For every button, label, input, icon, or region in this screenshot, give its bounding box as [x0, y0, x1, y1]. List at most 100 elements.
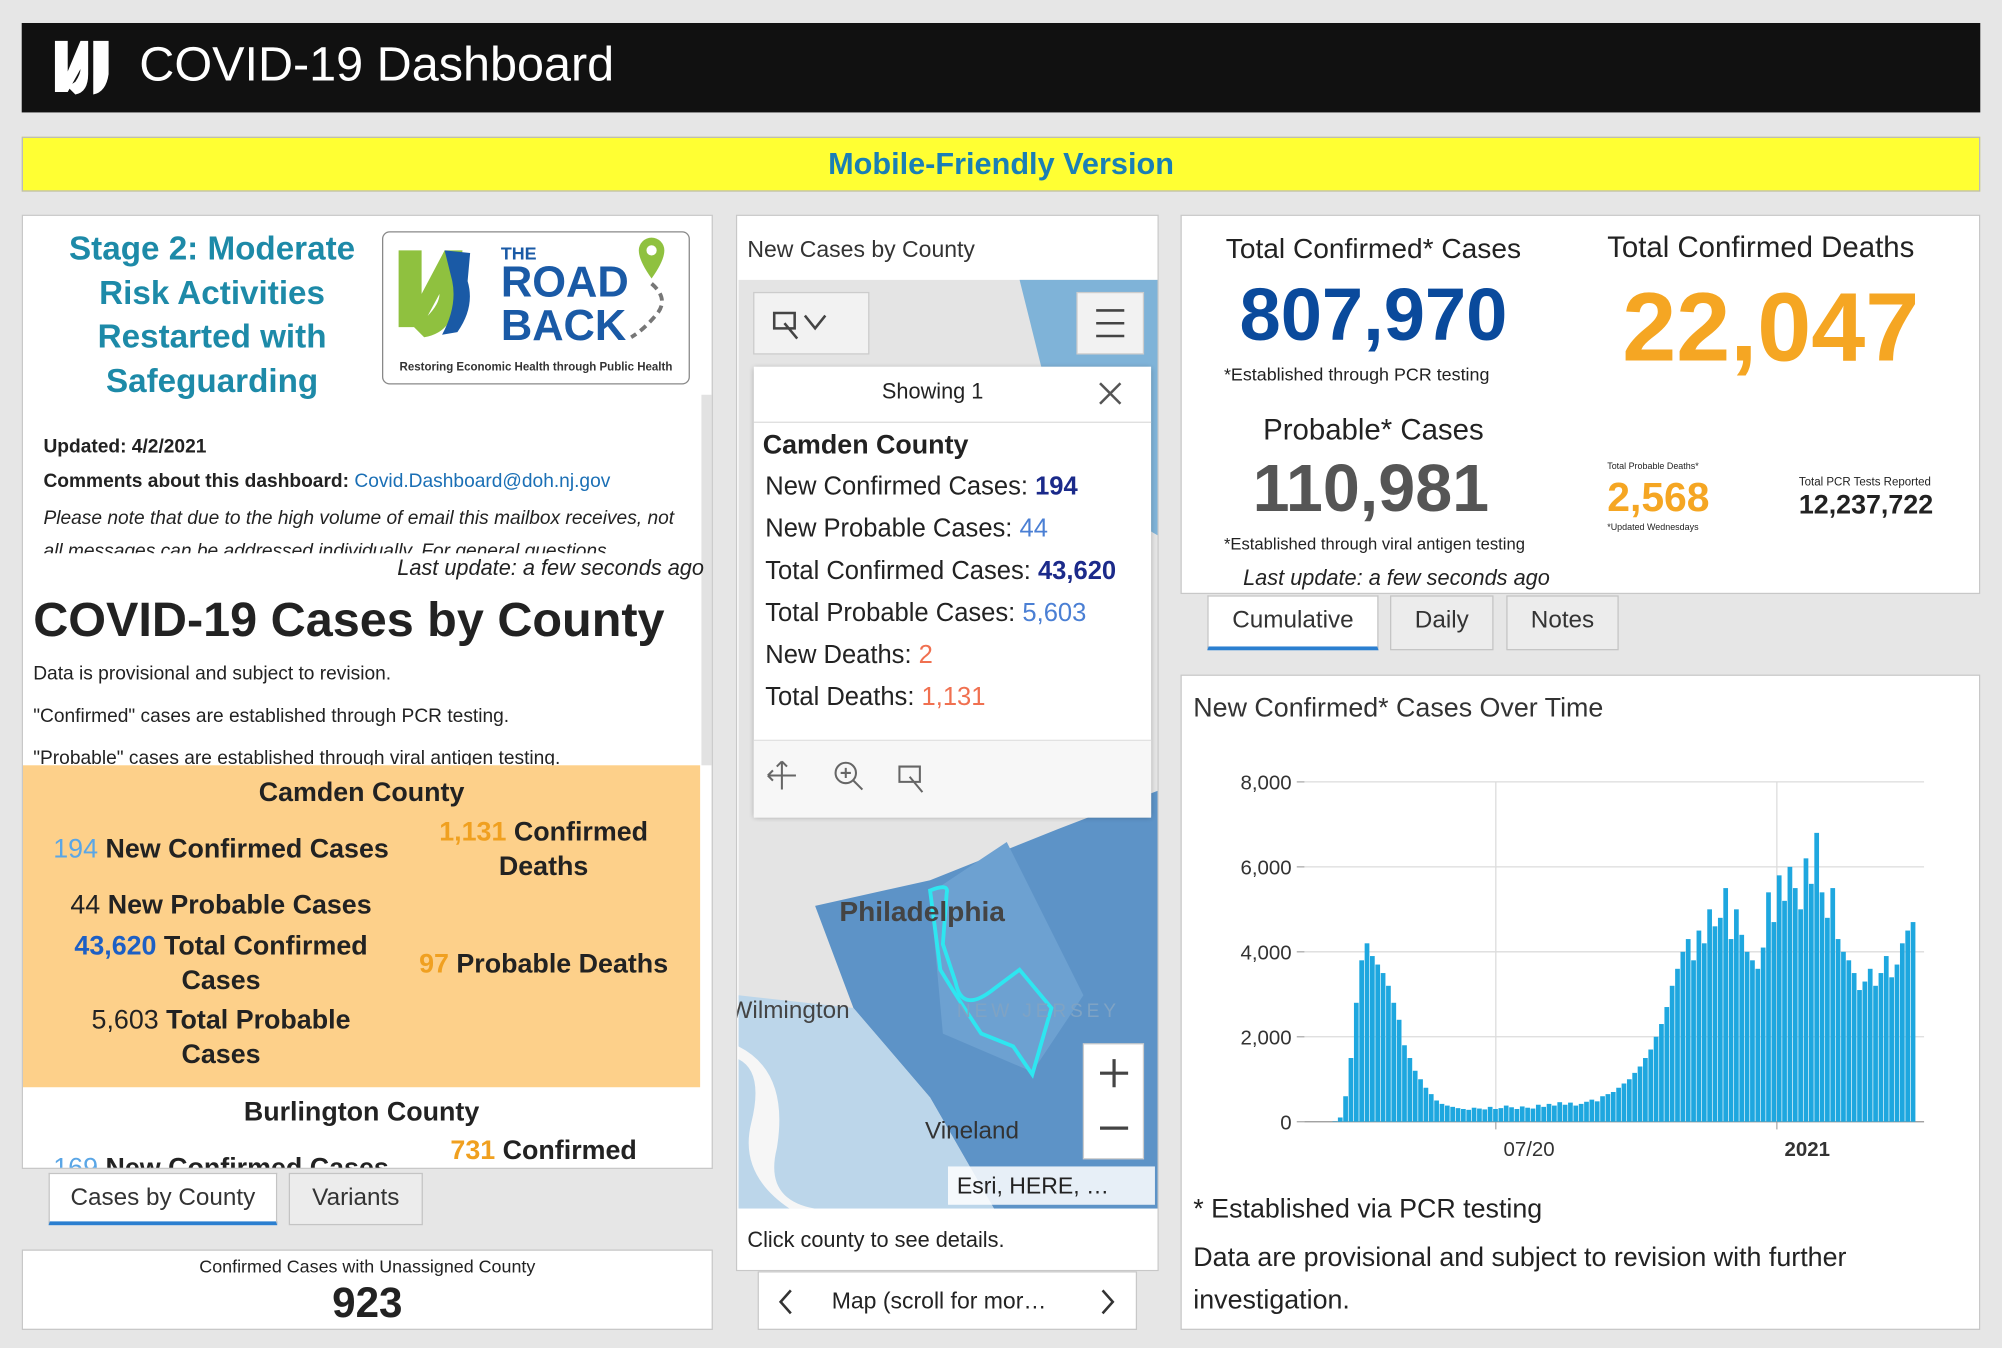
note-line: Data is provisional and subject to revis…	[33, 663, 392, 685]
popup-showing: Showing 1	[881, 379, 984, 404]
probable-note: *Established through viral antigen testi…	[1223, 534, 1525, 554]
bar	[1535, 1104, 1541, 1122]
tab[interactable]: Cumulative	[1207, 595, 1379, 651]
bar	[1771, 922, 1777, 1122]
stat-label: New Confirmed Cases	[105, 1153, 389, 1170]
bar	[1616, 1087, 1621, 1122]
stat: 5,603 Total Probable Cases	[61, 1003, 380, 1072]
last-update: Last update: a few seconds ago	[1243, 565, 1550, 591]
bar	[1776, 875, 1782, 1122]
nav-next[interactable]	[1099, 1288, 1117, 1316]
county-card: Burlington County 169 New Confirmed Case…	[23, 1087, 700, 1170]
place-label: Wilmington	[735, 997, 850, 1025]
bar	[1552, 1105, 1557, 1122]
bar	[1584, 1101, 1589, 1122]
footnote: Data are provisional and subject to revi…	[1193, 1243, 1847, 1315]
stat-value: 44	[70, 890, 101, 920]
tab[interactable]: Cases by County	[48, 1172, 278, 1226]
row-label: Total Confirmed Cases:	[765, 557, 1031, 586]
logo-pin	[630, 237, 665, 339]
stat-value: 169	[53, 1153, 99, 1170]
bar	[1766, 892, 1771, 1122]
totals-panel: Total Confirmed* Cases 807,970 *Establis…	[1180, 214, 1981, 595]
confirmed-note: *Established through PCR testing	[1223, 364, 1490, 385]
bar	[1696, 930, 1702, 1122]
row-value: 1,131	[921, 683, 986, 712]
place-label: NEW JERSEY	[956, 1000, 1120, 1023]
popup-toolbar	[753, 739, 1152, 818]
bar	[1675, 968, 1680, 1122]
popup-tools[interactable]	[767, 759, 946, 795]
bar	[1750, 960, 1755, 1122]
bar	[1717, 917, 1723, 1122]
popup-row: New Probable Cases: 44	[765, 515, 1048, 544]
tab[interactable]: Variants	[288, 1172, 423, 1226]
logo-road: ROAD	[500, 258, 629, 307]
bar	[1375, 964, 1381, 1122]
x-tick-label: 2021	[1785, 1138, 1830, 1161]
bar	[1664, 1007, 1670, 1122]
map-attribution: Esri, HERE, …	[947, 1166, 1155, 1205]
bar	[1632, 1072, 1638, 1122]
bar	[1878, 973, 1884, 1122]
updated-date: Updated: 4/2/2021	[43, 435, 207, 458]
stat: 731 Confirmed	[406, 1136, 681, 1167]
logo-tagline: Restoring Economic Health through Public…	[399, 360, 673, 374]
nav-prev[interactable]	[777, 1288, 795, 1316]
county-name: Camden County	[258, 778, 465, 808]
x-tick-label: 07/20	[1503, 1138, 1554, 1161]
bar	[1841, 951, 1846, 1122]
email-link[interactable]: Covid.Dashboard@doh.nj.gov	[354, 470, 611, 492]
scrollbar[interactable]	[701, 394, 712, 766]
stat: 194 New Confirmed Cases	[29, 832, 412, 866]
stat-label: Total Probable Cases	[166, 1005, 351, 1070]
bar	[1626, 1079, 1632, 1122]
county-name: Burlington County	[243, 1097, 480, 1127]
row-value: 44	[1019, 514, 1048, 543]
bar	[1402, 1045, 1407, 1122]
bar	[1386, 985, 1391, 1122]
bar	[1471, 1107, 1477, 1122]
stage-title: Stage 2: Moderate Risk Activities Restar…	[69, 228, 356, 400]
row-label: New Probable Cases:	[765, 514, 1013, 543]
road-back-logo: THE ROAD BACK Restoring Economic Health …	[382, 231, 690, 385]
chart-panel: New Confirmed* Cases Over Time 0 2,000 4,0…	[1180, 674, 1981, 1330]
last-update: Last update: a few seconds ago	[397, 555, 704, 581]
row-label: Total Probable Cases:	[765, 599, 1016, 628]
y-tick-label: 0	[1280, 1111, 1291, 1134]
stat-label: New Probable Cases	[107, 890, 372, 920]
y-tick-label: 4,000	[1240, 941, 1291, 964]
bar	[1723, 888, 1729, 1122]
stat-label: Confirmed Deaths	[498, 817, 649, 882]
bar	[1380, 973, 1386, 1122]
bar	[1883, 956, 1889, 1122]
bar	[1594, 1101, 1600, 1122]
bar	[1621, 1083, 1627, 1122]
bar	[1562, 1104, 1568, 1122]
bar	[1825, 917, 1830, 1122]
unassigned-box: Confirmed Cases with Unassigned County 9…	[21, 1249, 713, 1330]
stat: 44 New Probable Cases	[29, 888, 412, 922]
tab[interactable]: Notes	[1506, 595, 1619, 651]
left-panel: Stage 2: Moderate Risk Activities Restar…	[21, 214, 713, 1170]
unassigned-value: 923	[332, 1278, 403, 1327]
bar	[1830, 888, 1836, 1122]
bar	[1359, 960, 1365, 1122]
bar	[1637, 1066, 1643, 1122]
tab[interactable]: Daily	[1390, 595, 1494, 651]
bar	[1493, 1108, 1498, 1122]
bar	[1899, 943, 1905, 1122]
popup-row: New Confirmed Cases: 194	[765, 473, 1077, 502]
bar	[1428, 1094, 1434, 1122]
mobile-banner[interactable]: Mobile-Friendly Version	[21, 136, 1981, 192]
popup-close[interactable]	[1096, 379, 1124, 407]
stat-value: 1,131	[439, 817, 507, 848]
row-value: 43,620	[1037, 557, 1117, 586]
bar	[1600, 1096, 1605, 1122]
row-label: New Confirmed Cases:	[765, 472, 1028, 501]
bar	[1605, 1094, 1611, 1122]
map-nav: Map (scroll for mor…	[757, 1271, 1138, 1330]
bar	[1792, 888, 1798, 1122]
stat-value: 731	[450, 1135, 496, 1166]
